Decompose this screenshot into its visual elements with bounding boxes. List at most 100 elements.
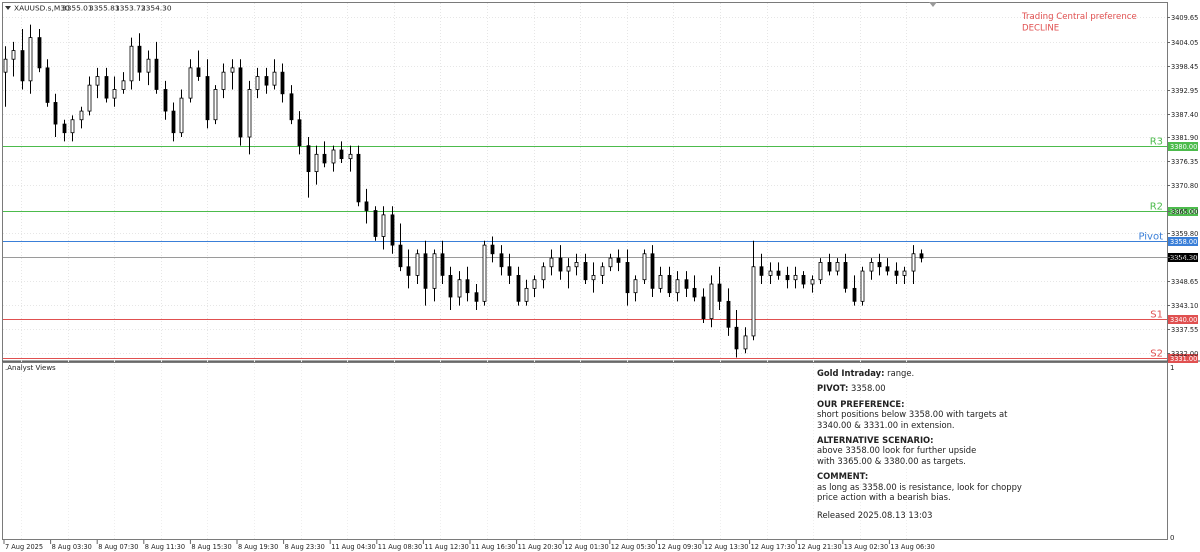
- candle-body-bullish: [818, 262, 823, 281]
- candle: [314, 145, 319, 185]
- candle: [499, 245, 504, 276]
- candle-body-bearish: [196, 67, 201, 77]
- candle-body-bearish: [776, 270, 781, 276]
- x-tick-label: 11 Aug 12:30: [424, 543, 468, 551]
- candle: [877, 253, 882, 276]
- analysis-pref-text-2: 3340.00 & 3331.00 in extension.: [817, 419, 955, 430]
- analysis-alt-heading: ALTERNATIVE SCENARIO:: [817, 435, 934, 446]
- candle-body-bullish: [658, 274, 663, 289]
- candle-body-bearish: [650, 253, 655, 289]
- candle-body-bearish: [499, 253, 504, 268]
- candle: [465, 266, 470, 302]
- candle-body-bullish: [566, 266, 571, 272]
- chart-header-high: 3355.81: [89, 4, 120, 13]
- candle: [818, 258, 823, 285]
- candle-body-bearish: [104, 76, 109, 99]
- x-tick-label: 13 Aug 02:30: [844, 543, 888, 551]
- y-tick-label: 3370.80: [1171, 182, 1198, 190]
- candle: [658, 266, 663, 293]
- candle-body-bearish: [53, 102, 58, 125]
- candle: [608, 253, 613, 272]
- candle: [255, 67, 260, 99]
- candle: [616, 249, 621, 272]
- candle-body-bearish: [843, 262, 848, 289]
- y-tick-label: 3404.05: [1171, 39, 1198, 47]
- candle-body-bearish: [280, 71, 285, 95]
- level-price-tag-text: 3358.00: [1170, 238, 1197, 246]
- candle-body-bearish: [238, 67, 243, 138]
- main-plot-frame: [2, 2, 1168, 362]
- candle: [474, 284, 479, 310]
- level-label: R3: [1150, 137, 1163, 148]
- candle-body-bearish: [171, 110, 176, 134]
- analysis-alt-text-2: with 3365.00 & 3380.00 as targets.: [817, 455, 966, 466]
- candle: [768, 262, 773, 285]
- chart-header-low: 3353.72: [115, 4, 146, 13]
- candle-body-bullish: [213, 89, 218, 121]
- candle-body-bullish: [902, 270, 907, 276]
- candle: [381, 206, 386, 250]
- candle: [911, 245, 916, 285]
- candle-body-bearish: [490, 244, 495, 255]
- candle: [902, 266, 907, 285]
- candle: [297, 111, 302, 155]
- current-price-tag-text: 3354.30: [1170, 254, 1197, 262]
- x-tick-label: 12 Aug 09:30: [657, 543, 701, 551]
- candle: [62, 119, 67, 142]
- candle: [448, 266, 453, 310]
- candle-body-bullish: [3, 58, 8, 73]
- candle-body-bullish: [28, 37, 33, 82]
- analysis-comment: COMMENT: as long as 3358.00 is resistanc…: [817, 471, 1042, 502]
- y-tick-label: 3398.45: [1171, 63, 1198, 71]
- candle: [457, 271, 462, 306]
- candle-body-bearish: [558, 257, 563, 272]
- candle: [591, 262, 596, 293]
- y-tick-label: 3332.00: [1171, 350, 1198, 358]
- candle: [221, 63, 226, 99]
- candle-body-bearish: [398, 244, 403, 268]
- symbol-dropdown-icon[interactable]: [5, 6, 11, 10]
- y-tick-label: 3348.65: [1171, 278, 1198, 286]
- candle-body-bullish: [272, 71, 277, 86]
- candle: [566, 258, 571, 289]
- level-label: S2: [1150, 349, 1163, 360]
- analysis-title-rest: range.: [884, 368, 915, 378]
- candle-body-bearish: [373, 210, 378, 237]
- level-label: Pivot: [1138, 232, 1163, 243]
- x-tick-label: 12 Aug 01:30: [564, 543, 608, 551]
- candle: [692, 275, 697, 302]
- candle: [793, 266, 798, 289]
- level-r3: R3 3380.00: [3, 137, 1198, 151]
- analysis-comment-text-2: price action with a bearish bias.: [817, 492, 951, 503]
- candle: [322, 141, 327, 168]
- candle: [306, 137, 311, 198]
- candle: [280, 63, 285, 103]
- x-tick-label: 8 Aug 11:30: [145, 543, 185, 551]
- candle: [179, 89, 184, 138]
- candle: [238, 59, 243, 146]
- candle-body-bearish: [583, 262, 588, 281]
- candle-body-bearish: [45, 67, 50, 103]
- candle-body-bullish: [255, 76, 260, 90]
- subwindow-frame: [2, 362, 1168, 540]
- candle-body-bearish: [726, 300, 731, 328]
- analyst-views-panel: Gold Intraday: range. PIVOT: 3358.00 OUR…: [817, 368, 1042, 526]
- candle-body-bullish: [70, 119, 75, 134]
- candle: [188, 59, 193, 103]
- candle-body-bullish: [642, 253, 647, 281]
- x-tick-label: 8 Aug 03:30: [52, 543, 92, 551]
- candle-body-bullish: [348, 153, 353, 160]
- chart-shift-marker[interactable]: [929, 2, 937, 7]
- candle: [423, 240, 428, 306]
- candle-body-bullish: [524, 287, 529, 302]
- candle-body-bullish: [600, 266, 605, 276]
- analysis-released: Released 2025.08.13 13:03: [817, 510, 1042, 520]
- candle: [574, 253, 579, 276]
- candle: [104, 67, 109, 103]
- candle-body-bullish: [768, 270, 773, 276]
- x-tick-label: 8 Aug 15:30: [191, 543, 231, 551]
- preference-line-1: Trading Central preference: [1021, 12, 1137, 22]
- candle: [701, 288, 706, 323]
- x-tick-label: 11 Aug 04:30: [331, 543, 375, 551]
